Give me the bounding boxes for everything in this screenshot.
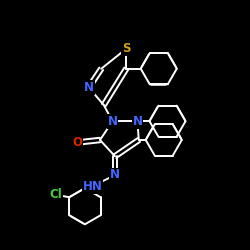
Text: Cl: Cl [49,188,62,201]
Text: N: N [132,115,142,128]
Text: N: N [84,81,94,94]
Text: S: S [122,42,130,55]
Text: N: N [108,115,118,128]
Text: O: O [72,136,83,149]
Text: N: N [110,168,120,181]
Text: HN: HN [82,180,102,193]
